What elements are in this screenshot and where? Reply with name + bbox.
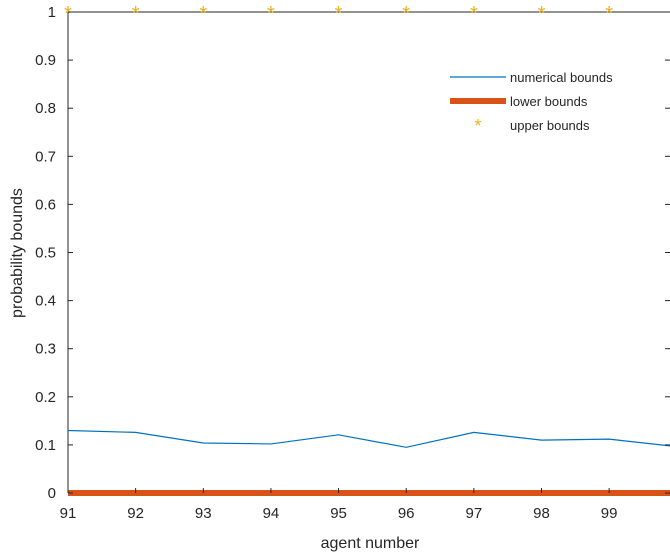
upper-bound-point: * xyxy=(335,3,343,25)
upper-bound-point: * xyxy=(470,3,478,25)
y-tick-label: 0.4 xyxy=(35,293,56,310)
y-tick-label: 0.2 xyxy=(35,389,56,406)
y-tick-label: 0.5 xyxy=(35,245,56,262)
upper-bound-point: * xyxy=(199,3,207,25)
ticks: 91 92 93 94 95 96 97 98 99 0 0.1 0.2 0.3 0.4 0.5 0.6 0.7… xyxy=(35,4,670,522)
x-tick-label: 95 xyxy=(330,505,347,522)
numerical-bounds-line xyxy=(67,429,670,448)
y-tick-label: 0 xyxy=(48,485,56,502)
upper-bound-point: * xyxy=(64,3,72,25)
x-tick-label: 93 xyxy=(195,505,212,522)
y-tick-label: 0.8 xyxy=(35,100,56,117)
y-axis-label: probability bounds xyxy=(9,188,26,318)
series-layer: * * * * * * * * * xyxy=(64,3,670,496)
x-tick-label: 94 xyxy=(263,505,280,522)
upper-bound-point: * xyxy=(132,3,140,25)
x-axis-label: agent number xyxy=(321,535,420,552)
x-tick-label: 92 xyxy=(127,505,144,522)
legend-label-lower-bounds: lower bounds xyxy=(510,94,588,109)
upper-bound-point: * xyxy=(538,3,546,25)
legend: numerical bounds lower bounds * upper bo… xyxy=(450,70,613,136)
x-tick-label: 91 xyxy=(60,505,77,522)
legend-label-upper-bounds: upper bounds xyxy=(510,118,590,133)
legend-marker-upper-bounds: * xyxy=(474,116,481,136)
x-tick-label: 98 xyxy=(533,505,550,522)
upper-bound-point: * xyxy=(267,3,275,25)
legend-label-numerical-bounds: numerical bounds xyxy=(510,70,613,85)
y-tick-label: 0.7 xyxy=(35,148,56,165)
y-tick-label: 0.9 xyxy=(35,52,56,69)
y-tick-label: 0.3 xyxy=(35,341,56,358)
upper-bound-point: * xyxy=(605,3,613,25)
y-tick-label: 0.6 xyxy=(35,196,56,213)
x-tick-label: 97 xyxy=(465,505,482,522)
y-tick-label: 0.1 xyxy=(35,437,56,454)
y-tick-label: 1 xyxy=(48,4,56,21)
upper-bound-point: * xyxy=(402,3,410,25)
x-tick-label: 96 xyxy=(398,505,415,522)
x-tick-label: 99 xyxy=(601,505,618,522)
